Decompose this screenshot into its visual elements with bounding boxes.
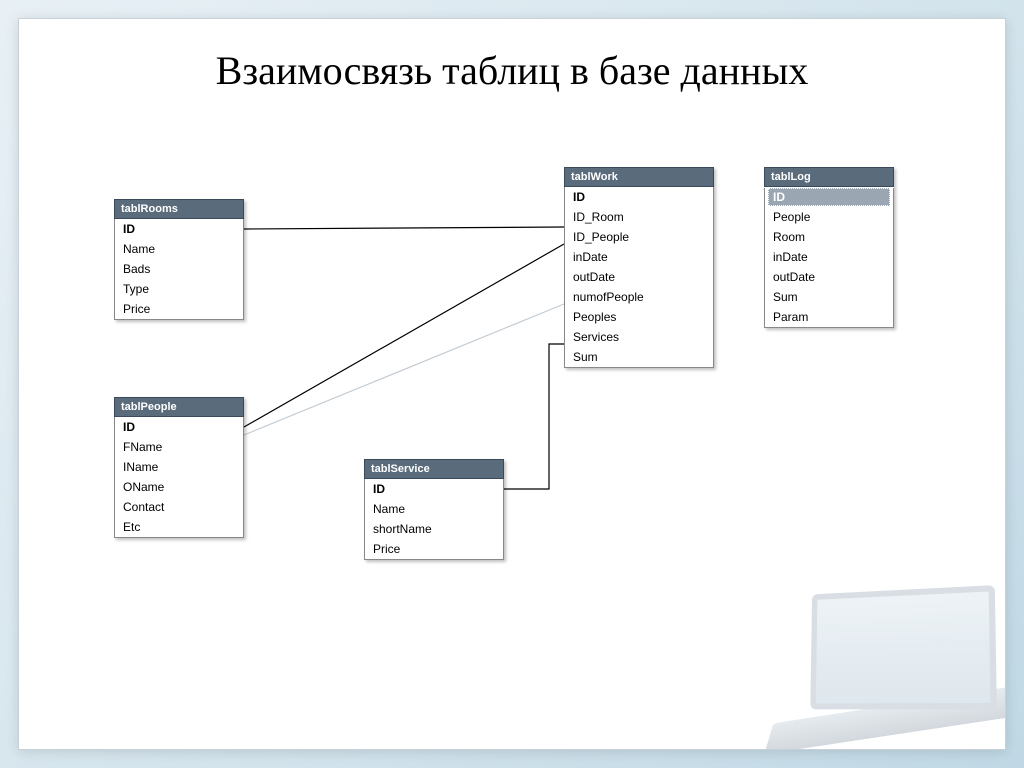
field[interactable]: People xyxy=(765,207,893,227)
field[interactable]: Price xyxy=(115,299,243,319)
table-tabllog[interactable]: tablLog ID People Room inDate outDate Su… xyxy=(764,167,894,328)
table-tablservice[interactable]: tablService ID Name shortName Price xyxy=(364,459,504,560)
relation-line xyxy=(244,244,564,427)
field[interactable]: FName xyxy=(115,437,243,457)
field[interactable]: outDate xyxy=(765,267,893,287)
field-pk[interactable]: ID xyxy=(565,187,713,207)
field[interactable]: OName xyxy=(115,477,243,497)
field-pk[interactable]: ID xyxy=(115,219,243,239)
field[interactable]: numofPeople xyxy=(565,287,713,307)
field[interactable]: Room xyxy=(765,227,893,247)
table-tablrooms[interactable]: tablRooms ID Name Bads Type Price xyxy=(114,199,244,320)
field[interactable]: Price xyxy=(365,539,503,559)
field[interactable]: Services xyxy=(565,327,713,347)
field[interactable]: inDate xyxy=(765,247,893,267)
table-header: tablLog xyxy=(764,167,894,187)
table-header: tablService xyxy=(364,459,504,479)
table-header: tablWork xyxy=(564,167,714,187)
table-header: tablRooms xyxy=(114,199,244,219)
field[interactable]: Bads xyxy=(115,259,243,279)
field[interactable]: Type xyxy=(115,279,243,299)
table-body: ID Name shortName Price xyxy=(364,479,504,560)
field[interactable]: Contact xyxy=(115,497,243,517)
field[interactable]: Param xyxy=(765,307,893,327)
table-body: ID People Room inDate outDate Sum Param xyxy=(764,188,894,328)
relation-line xyxy=(244,304,564,435)
field[interactable]: Sum xyxy=(765,287,893,307)
field[interactable]: ID_Room xyxy=(565,207,713,227)
field[interactable]: Sum xyxy=(565,347,713,367)
slide-frame: Взаимосвязь таблиц в базе данных tablRoo… xyxy=(18,18,1006,750)
field-pk[interactable]: ID xyxy=(365,479,503,499)
table-body: ID Name Bads Type Price xyxy=(114,219,244,320)
field[interactable]: Peoples xyxy=(565,307,713,327)
field[interactable]: inDate xyxy=(565,247,713,267)
field[interactable]: shortName xyxy=(365,519,503,539)
field[interactable]: Etc xyxy=(115,517,243,537)
field[interactable]: ID_People xyxy=(565,227,713,247)
table-body: ID ID_Room ID_People inDate outDate numo… xyxy=(564,187,714,368)
laptop-decoration xyxy=(735,579,1006,750)
table-body: ID FName IName OName Contact Etc xyxy=(114,417,244,538)
slide-title: Взаимосвязь таблиц в базе данных xyxy=(19,47,1005,94)
field-pk-selected[interactable]: ID xyxy=(768,188,890,206)
relation-line xyxy=(504,344,564,489)
field[interactable]: Name xyxy=(115,239,243,259)
field[interactable]: outDate xyxy=(565,267,713,287)
table-tablwork[interactable]: tablWork ID ID_Room ID_People inDate out… xyxy=(564,167,714,368)
table-tablpeople[interactable]: tablPeople ID FName IName OName Contact … xyxy=(114,397,244,538)
field-pk[interactable]: ID xyxy=(115,417,243,437)
field[interactable]: Name xyxy=(365,499,503,519)
field[interactable]: IName xyxy=(115,457,243,477)
table-header: tablPeople xyxy=(114,397,244,417)
relation-line xyxy=(244,227,564,229)
